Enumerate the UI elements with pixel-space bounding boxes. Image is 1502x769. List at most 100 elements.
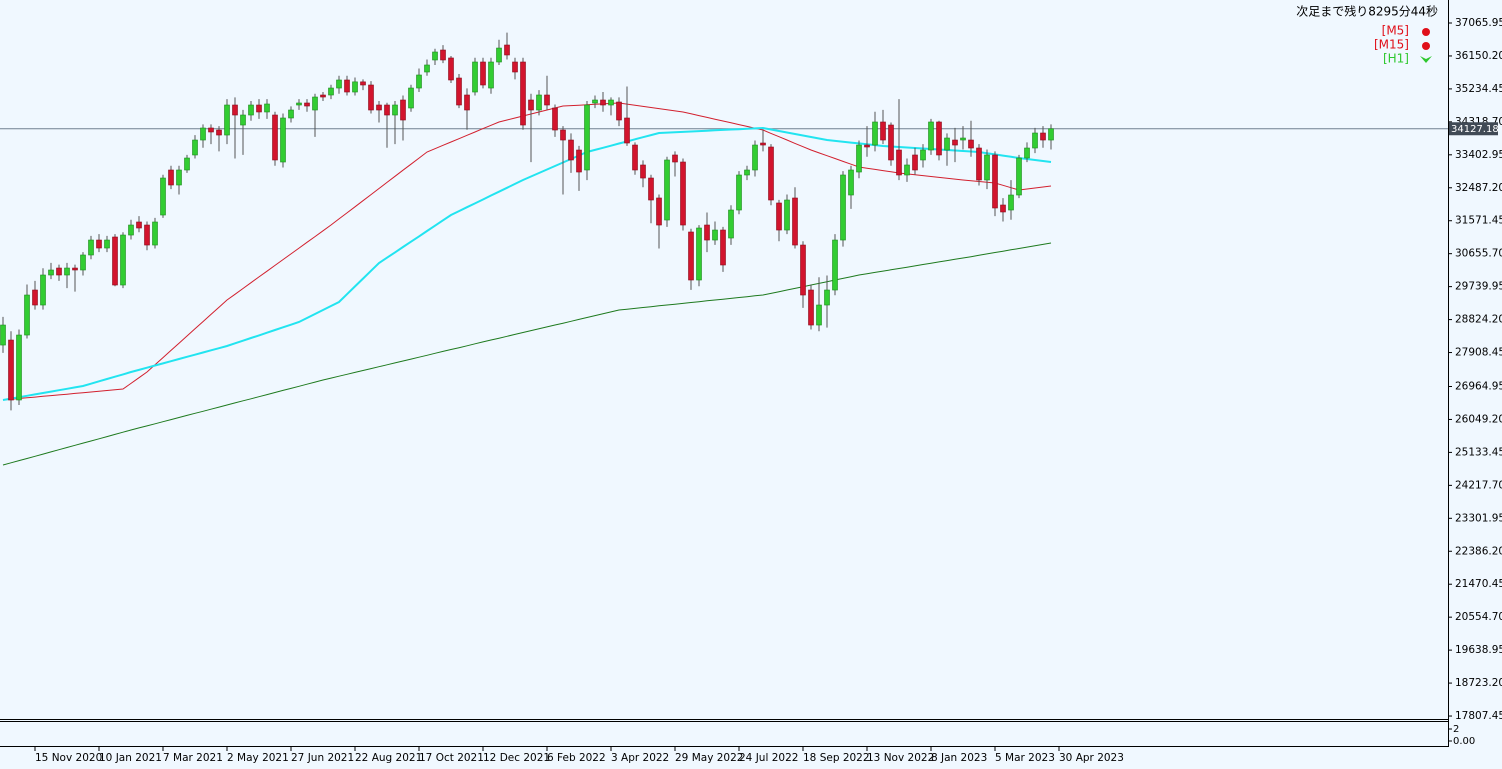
y-tick-label: 37065.95 (1455, 17, 1502, 29)
y-tick-label: 30655.70 (1455, 248, 1502, 260)
candle-body (248, 104, 254, 116)
x-tick-label: 5 Mar 2023 (995, 752, 1055, 764)
candle-body (928, 121, 934, 151)
candle-body (584, 104, 590, 171)
candle-body (936, 121, 942, 156)
candle-body (824, 289, 830, 306)
candle-body (608, 99, 614, 106)
y-tick-label: 27908.45 (1455, 347, 1502, 359)
candle-body (464, 94, 470, 111)
candle-body (320, 94, 326, 98)
candle-body (640, 164, 646, 179)
candle-body (776, 202, 782, 231)
x-tick-label: 7 Mar 2021 (163, 752, 223, 764)
candle-body (8, 339, 14, 401)
x-tick-label: 12 Dec 2021 (483, 752, 550, 764)
x-tick-label: 30 Apr 2023 (1059, 752, 1124, 764)
candle-body (336, 79, 342, 89)
candle-body (544, 94, 550, 106)
candle-body (360, 81, 366, 86)
x-tick-label: 3 Apr 2022 (611, 752, 669, 764)
candle-body (848, 169, 854, 196)
candle-body (376, 104, 382, 111)
candle-body (272, 114, 278, 161)
candle-body (728, 209, 734, 239)
candle-body (880, 121, 886, 141)
candle-body (416, 74, 422, 89)
candle-body (808, 289, 814, 326)
candle-body (136, 221, 142, 229)
candle-body (600, 99, 606, 106)
sub-y-tick-label: 2 (1453, 724, 1459, 735)
candle-body (944, 137, 950, 151)
candle-body (112, 236, 118, 286)
candle-body (32, 289, 38, 306)
y-tick-label: 17807.45 (1455, 710, 1502, 722)
candle-body (712, 229, 718, 241)
candle-body (344, 79, 350, 93)
candle-body (128, 224, 134, 236)
price-box (1449, 122, 1498, 136)
x-tick-label: 2 May 2021 (227, 752, 289, 764)
y-tick-label: 19638.95 (1455, 644, 1502, 656)
candle-body (560, 129, 566, 141)
candle-body (72, 267, 78, 271)
candle-body (1016, 157, 1022, 196)
candle-body (88, 239, 94, 256)
x-tick-label: 15 Nov 2020 (35, 752, 102, 764)
candle-body (312, 96, 318, 111)
candle-body (64, 267, 70, 276)
candle-body (888, 124, 894, 161)
candle-body (264, 103, 270, 113)
candle-body (904, 164, 910, 176)
candle-body (192, 139, 198, 156)
candle-body (400, 99, 406, 121)
candle-body (1032, 132, 1038, 149)
candle-body (488, 61, 494, 89)
y-tick-label: 28824.20 (1455, 314, 1502, 326)
candle-body (1008, 194, 1014, 211)
candle-body (368, 84, 374, 111)
candle-body (984, 154, 990, 181)
candle-body (576, 149, 582, 173)
y-tick-label: 31571.45 (1455, 215, 1502, 227)
x-tick-label: 29 May 2022 (675, 752, 743, 764)
x-tick-label: 13 Nov 2022 (867, 752, 934, 764)
x-tick-label: 27 Jun 2021 (291, 752, 354, 764)
candle-body (688, 231, 694, 281)
moving-average (2, 102, 1052, 401)
x-tick-label: 8 Jan 2023 (931, 752, 987, 764)
y-tick-label: 36150.20 (1455, 50, 1502, 62)
y-tick-label: 24217.70 (1455, 479, 1502, 491)
y-tick-label: 23301.95 (1455, 512, 1502, 524)
sub-y-tick-label: 0.00 (1453, 736, 1475, 747)
candle-body (48, 269, 54, 276)
candle-body (952, 139, 958, 146)
candle-body (744, 169, 750, 176)
candle-body (496, 47, 502, 63)
candle-body (216, 129, 222, 136)
candle-body (144, 224, 150, 246)
candle-body (760, 142, 766, 146)
candle-body (56, 267, 62, 276)
candle-body (912, 154, 918, 171)
y-tick-label: 32487.20 (1455, 182, 1502, 194)
candle-body (80, 254, 86, 271)
y-tick-label: 25133.45 (1455, 446, 1502, 458)
candle-body (568, 139, 574, 161)
signal-icon (1422, 42, 1430, 50)
candle-body (104, 239, 110, 249)
candle-body (392, 104, 398, 116)
candle-body (752, 144, 758, 171)
moving-average (2, 242, 1052, 466)
candle-body (96, 239, 102, 249)
candle-body (968, 139, 974, 149)
candle-body (896, 149, 902, 176)
y-tick-label: 18723.20 (1455, 677, 1502, 689)
candle-body (176, 169, 182, 186)
y-tick-label: 33402.95 (1455, 149, 1502, 161)
candle-body (992, 154, 998, 209)
candle-body (440, 49, 446, 61)
candle-body (960, 137, 966, 141)
